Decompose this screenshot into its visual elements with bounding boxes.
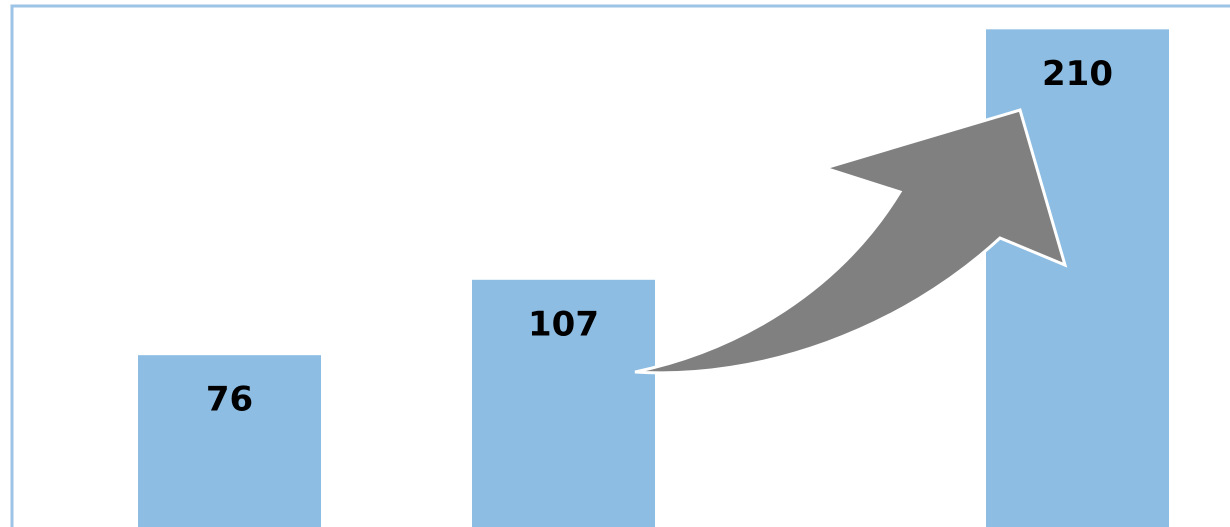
- frame: [10, 4, 1230, 527]
- value-label: 76: [206, 380, 253, 420]
- growth-arrow: [634, 108, 1068, 375]
- bars: [138, 29, 1169, 527]
- bar: [472, 279, 655, 527]
- bar: [986, 29, 1169, 527]
- bar: [138, 355, 321, 527]
- value-label: 210: [1042, 54, 1113, 94]
- labels: 76 107 210: [206, 54, 1113, 420]
- value-label: 107: [528, 304, 599, 344]
